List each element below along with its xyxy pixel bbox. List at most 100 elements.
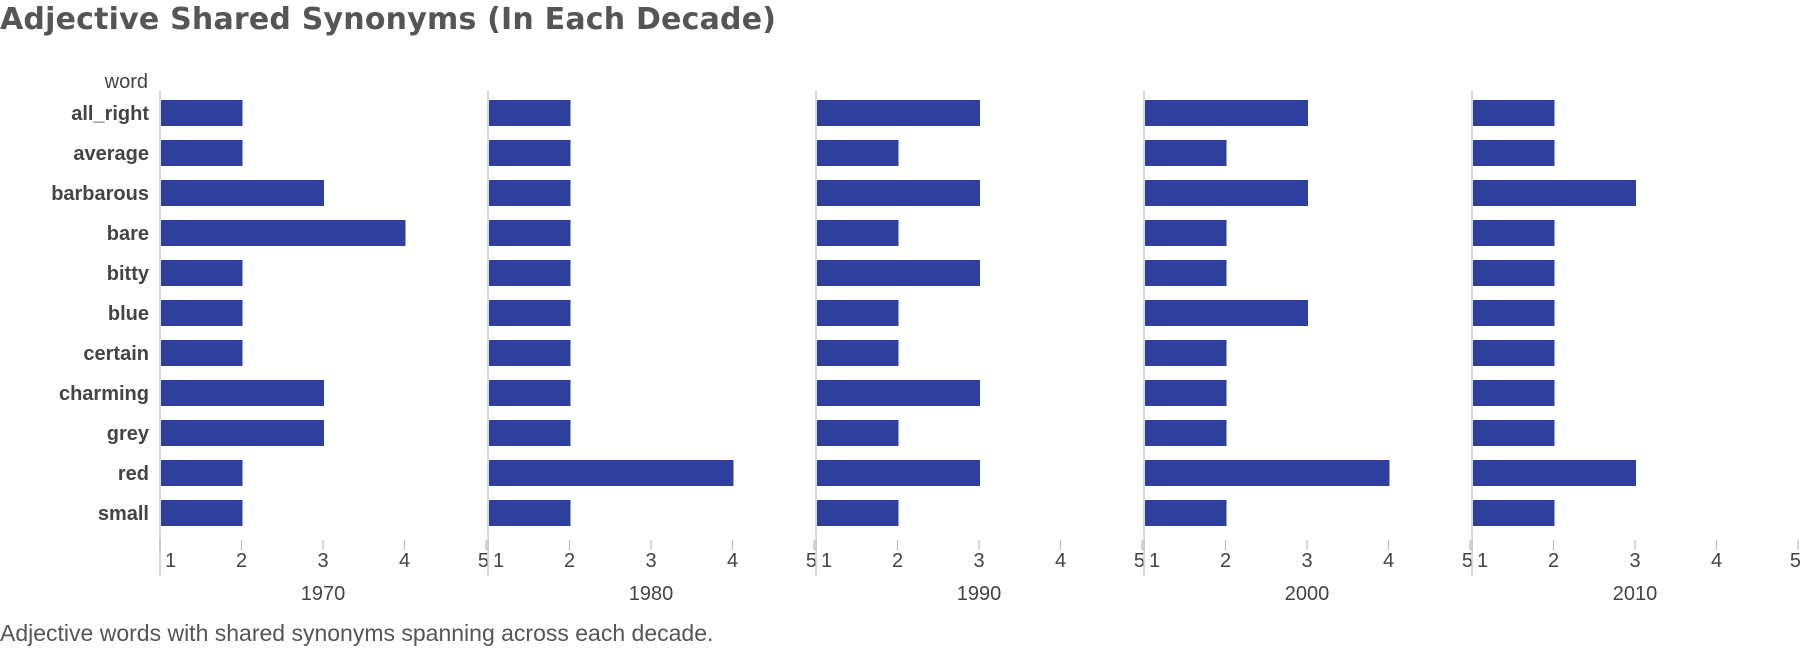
bar-1970-grey — [161, 420, 324, 446]
chart-caption: Adjective words with shared synonyms spa… — [0, 620, 714, 646]
chart-title: Adjective Shared Synonyms (In Each Decad… — [0, 2, 777, 37]
bar-1970-bare — [161, 220, 406, 246]
bar-2000-charming — [1145, 380, 1227, 406]
x-tick-label-2010-5: 5 — [1790, 550, 1801, 572]
y-axis-title: word — [104, 71, 148, 93]
x-tick-label-1970-1: 1 — [165, 550, 176, 572]
bar-1980-bitty — [489, 260, 571, 286]
category-label-small: small — [98, 503, 149, 525]
bar-1990-small — [817, 500, 899, 526]
bar-2000-bitty — [1145, 260, 1227, 286]
bar-2010-red — [1473, 460, 1636, 486]
category-label-charming: charming — [59, 383, 149, 405]
x-tick-label-2010-3: 3 — [1629, 550, 1640, 572]
bar-2000-red — [1145, 460, 1390, 486]
bar-2010-charming — [1473, 380, 1555, 406]
bar-1990-red — [817, 460, 980, 486]
bar-2010-bitty — [1473, 260, 1555, 286]
category-label-all_right: all_right — [71, 103, 149, 125]
bar-1990-blue — [817, 300, 899, 326]
x-tick-label-1990-3: 3 — [973, 550, 984, 572]
category-label-average: average — [73, 143, 149, 165]
bar-2010-certain — [1473, 340, 1555, 366]
bar-1990-barbarous — [817, 180, 980, 206]
bar-1980-small — [489, 500, 571, 526]
bar-1980-barbarous — [489, 180, 571, 206]
facet-label-2010: 2010 — [1613, 583, 1658, 605]
bar-2010-barbarous — [1473, 180, 1636, 206]
bar-2000-blue — [1145, 300, 1308, 326]
facet-label-1970: 1970 — [301, 583, 346, 605]
facet-label-1990: 1990 — [957, 583, 1002, 605]
bar-1990-bare — [817, 220, 899, 246]
bar-2010-blue — [1473, 300, 1555, 326]
bar-1990-bitty — [817, 260, 980, 286]
category-label-certain: certain — [83, 343, 149, 365]
bar-1980-blue — [489, 300, 571, 326]
category-label-bare: bare — [107, 223, 149, 245]
bar-2000-barbarous — [1145, 180, 1308, 206]
bar-2000-grey — [1145, 420, 1227, 446]
category-label-bitty: bitty — [107, 263, 150, 285]
x-tick-label-1980-5: 5 — [806, 550, 817, 572]
x-tick-label-1990-1: 1 — [821, 550, 832, 572]
x-tick-label-1980-1: 1 — [493, 550, 504, 572]
x-tick-label-2000-3: 3 — [1301, 550, 1312, 572]
x-tick-label-2000-1: 1 — [1149, 550, 1160, 572]
bar-2010-bare — [1473, 220, 1555, 246]
bar-2010-small — [1473, 500, 1555, 526]
category-label-blue: blue — [108, 303, 149, 325]
x-tick-label-1970-2: 2 — [236, 550, 247, 572]
x-tick-label-1970-4: 4 — [399, 550, 410, 572]
x-tick-label-2000-5: 5 — [1462, 550, 1473, 572]
x-tick-label-2010-4: 4 — [1711, 550, 1722, 572]
bar-2000-bare — [1145, 220, 1227, 246]
x-tick-label-2010-2: 2 — [1548, 550, 1559, 572]
x-tick-label-1980-3: 3 — [645, 550, 656, 572]
bar-1970-all_right — [161, 100, 243, 126]
bar-1970-charming — [161, 380, 324, 406]
bar-2000-certain — [1145, 340, 1227, 366]
x-tick-label-1970-3: 3 — [317, 550, 328, 572]
bar-1980-all_right — [489, 100, 571, 126]
bar-1990-charming — [817, 380, 980, 406]
bar-1990-grey — [817, 420, 899, 446]
bar-2000-small — [1145, 500, 1227, 526]
bar-1970-blue — [161, 300, 243, 326]
bar-1990-average — [817, 140, 899, 166]
x-tick-label-1990-4: 4 — [1055, 550, 1066, 572]
x-tick-label-1990-2: 2 — [892, 550, 903, 572]
x-tick-label-1990-5: 5 — [1134, 550, 1145, 572]
bar-1970-barbarous — [161, 180, 324, 206]
bar-1980-charming — [489, 380, 571, 406]
category-label-red: red — [118, 463, 149, 485]
x-tick-label-2010-1: 1 — [1477, 550, 1488, 572]
facet-label-1980: 1980 — [629, 583, 674, 605]
facet-label-2000: 2000 — [1285, 583, 1330, 605]
bar-1980-certain — [489, 340, 571, 366]
bar-1990-all_right — [817, 100, 980, 126]
bar-1970-small — [161, 500, 243, 526]
category-label-grey: grey — [107, 423, 150, 445]
bar-1980-average — [489, 140, 571, 166]
bar-1970-bitty — [161, 260, 243, 286]
bar-2010-all_right — [1473, 100, 1555, 126]
bar-1980-bare — [489, 220, 571, 246]
bar-2000-all_right — [1145, 100, 1308, 126]
bar-2010-average — [1473, 140, 1555, 166]
bar-2010-grey — [1473, 420, 1555, 446]
x-tick-label-1980-2: 2 — [564, 550, 575, 572]
x-tick-label-2000-4: 4 — [1383, 550, 1394, 572]
x-tick-label-1970-5: 5 — [478, 550, 489, 572]
x-tick-label-2000-2: 2 — [1220, 550, 1231, 572]
x-tick-label-1980-4: 4 — [727, 550, 738, 572]
bar-1980-red — [489, 460, 734, 486]
bar-1970-red — [161, 460, 243, 486]
bar-1970-certain — [161, 340, 243, 366]
bar-1980-grey — [489, 420, 571, 446]
bar-1970-average — [161, 140, 243, 166]
category-label-barbarous: barbarous — [51, 183, 149, 205]
bar-2000-average — [1145, 140, 1227, 166]
bar-1990-certain — [817, 340, 899, 366]
